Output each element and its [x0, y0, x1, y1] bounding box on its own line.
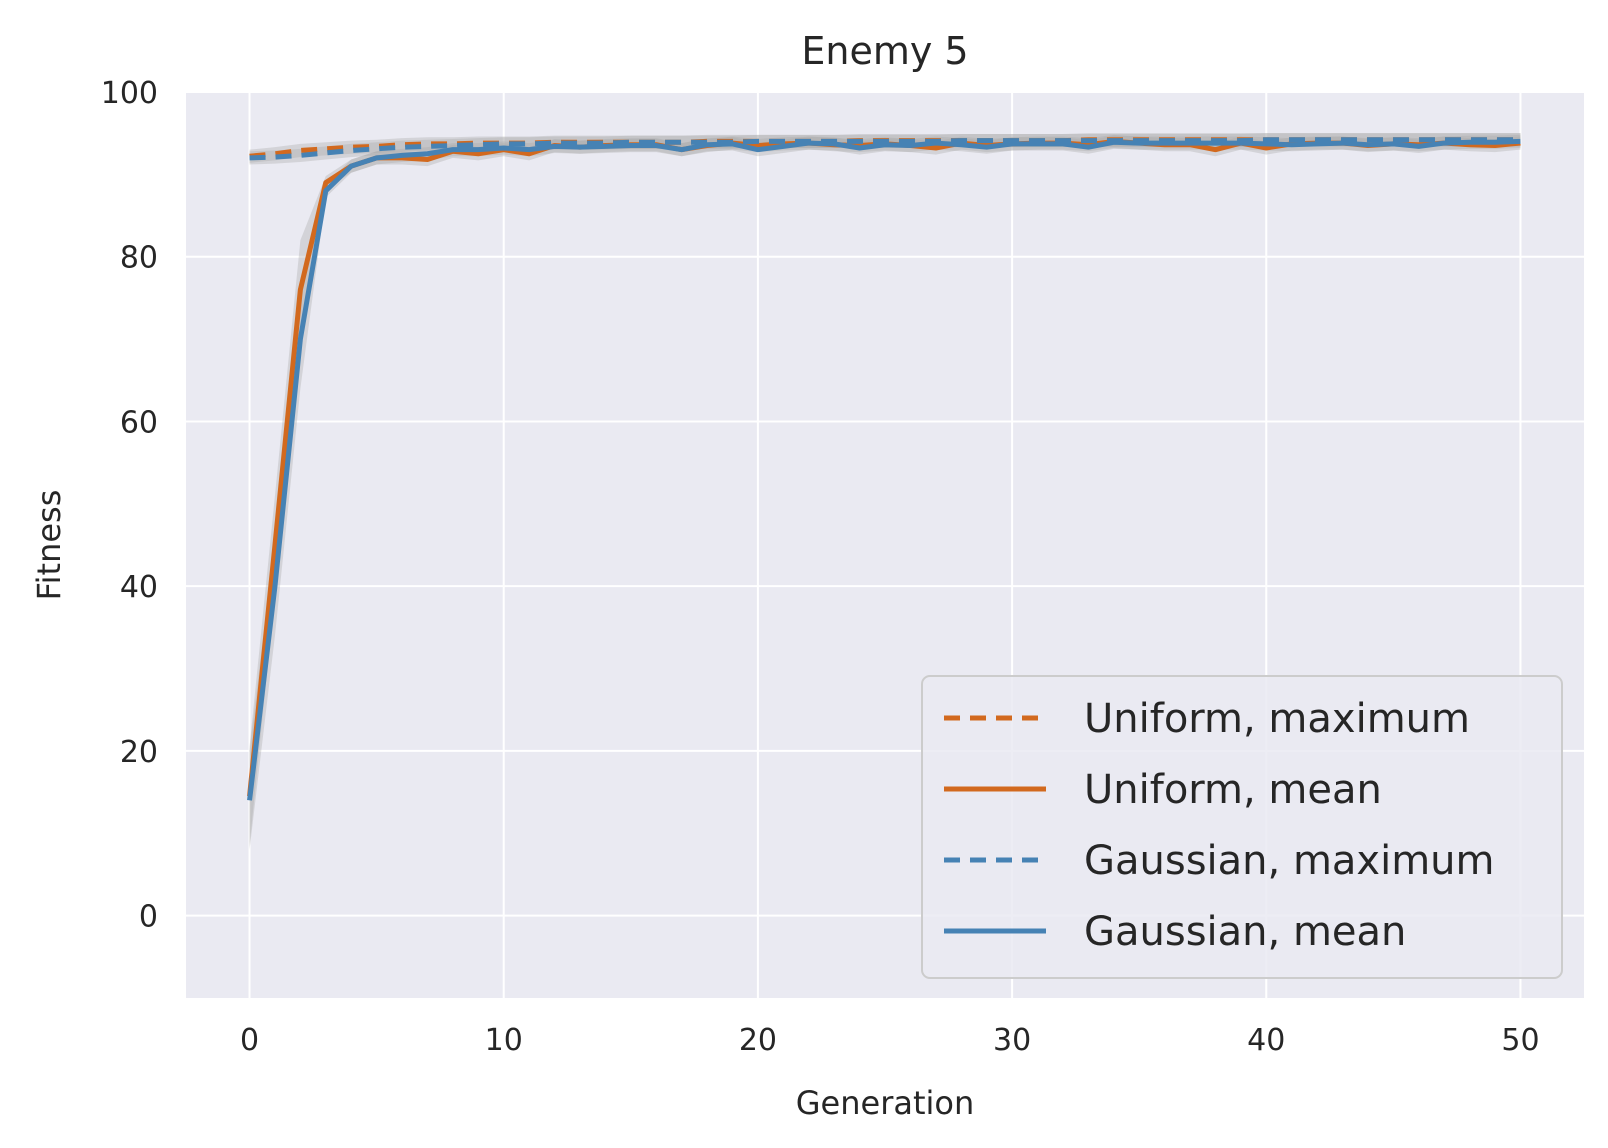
series-line [249, 137, 1521, 161]
series-lines [247, 137, 1521, 801]
y-tick-label: 0 [139, 900, 158, 935]
tick-labels: 0 10 20 30 40 50 0 20 40 60 80 100 [101, 76, 1540, 1058]
y-tick-label: 80 [120, 241, 158, 276]
legend-label: Gaussian, maximum [1084, 838, 1495, 884]
legend: Uniform, maximum Uniform, mean Gaussian, m… [921, 675, 1563, 979]
y-tick-label: 20 [120, 735, 158, 770]
chart-title: Enemy 5 [801, 29, 968, 73]
grid-lines [186, 91, 1584, 998]
legend-box [921, 675, 1563, 979]
x-tick-label: 20 [739, 1023, 777, 1058]
x-tick-label: 50 [1501, 1023, 1539, 1058]
x-tick-label: 30 [993, 1023, 1031, 1058]
y-tick-label: 100 [101, 76, 158, 111]
y-axis-label: Fitness [30, 490, 68, 601]
x-tick-label: 0 [240, 1023, 259, 1058]
x-axis-label: Generation [796, 1084, 975, 1122]
series-line [247, 138, 1521, 801]
legend-label: Uniform, maximum [1084, 696, 1470, 742]
x-tick-label: 40 [1247, 1023, 1285, 1058]
legend-label: Uniform, mean [1084, 767, 1382, 813]
legend-label: Gaussian, mean [1084, 909, 1406, 955]
y-tick-label: 40 [120, 570, 158, 605]
y-tick-label: 60 [120, 405, 158, 440]
x-tick-label: 10 [485, 1023, 523, 1058]
